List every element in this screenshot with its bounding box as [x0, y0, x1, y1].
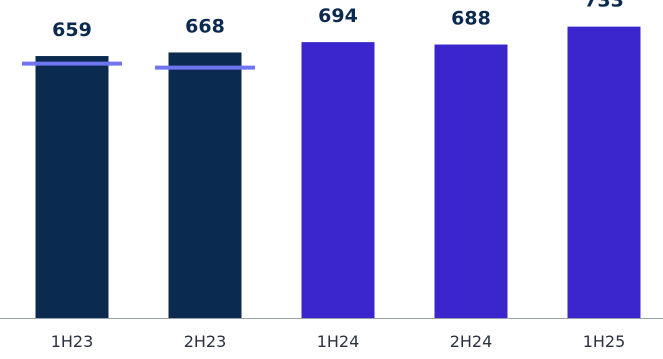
value-labels-group: 659 668 694 688 733 — [52, 0, 624, 41]
bar-1h25 — [567, 26, 641, 318]
value-label-2h23: 668 — [185, 15, 225, 37]
category-label-2h23: 2H23 — [184, 332, 227, 351]
category-label-1h25: 1H25 — [583, 332, 626, 351]
category-label-1h24: 1H24 — [317, 332, 360, 351]
value-label-1h23: 659 — [52, 19, 92, 41]
bar-1h23 — [35, 56, 109, 319]
value-label-1h25: 733 — [584, 0, 624, 12]
value-label-2h24: 688 — [451, 8, 491, 30]
bar-2h23 — [168, 52, 242, 318]
bar-1h24 — [301, 42, 375, 318]
category-label-1h23: 1H23 — [51, 332, 94, 351]
bar-2h24 — [434, 44, 508, 319]
value-label-1h24: 694 — [318, 5, 358, 27]
category-labels-group: 1H23 2H23 1H24 2H24 1H25 — [51, 332, 626, 351]
category-label-2h24: 2H24 — [450, 332, 493, 351]
bars-group — [35, 26, 641, 319]
reference-lines-group — [22, 61, 255, 70]
